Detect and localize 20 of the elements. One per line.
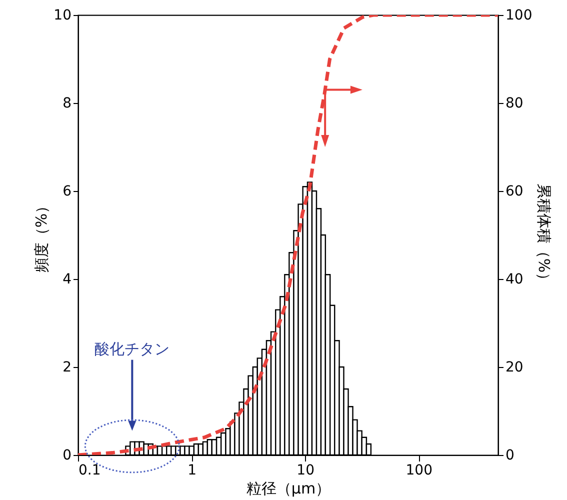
y2-tick-label: 0	[506, 448, 514, 464]
y2-tick-label: 80	[506, 96, 524, 112]
x-axis-title: 粒径（μm）	[246, 480, 331, 498]
y2-tick-label: 20	[506, 360, 524, 376]
y-tick-label: 2	[62, 360, 72, 376]
y2-tick-label: 40	[506, 272, 524, 288]
y-axis-title: 頻度（%）	[32, 198, 51, 273]
y-tick-label: 4	[62, 272, 72, 288]
x-tick-label: 10	[296, 462, 315, 478]
x-tick-label: 100	[406, 462, 433, 478]
y2-tick-label: 60	[506, 184, 524, 200]
y2-tick-label: 100	[506, 8, 532, 24]
annotation: 酸化チタン	[94, 340, 170, 358]
y-tick-label: 0	[62, 448, 72, 464]
x-tick-label: 0.1	[78, 462, 101, 478]
y-tick-label: 6	[62, 184, 72, 200]
y-tick-label: 8	[62, 96, 72, 112]
x-tick-label: 1	[188, 462, 197, 478]
y2-axis-title: 累積体積（%）	[535, 183, 554, 288]
y-tick-label: 10	[54, 8, 72, 24]
